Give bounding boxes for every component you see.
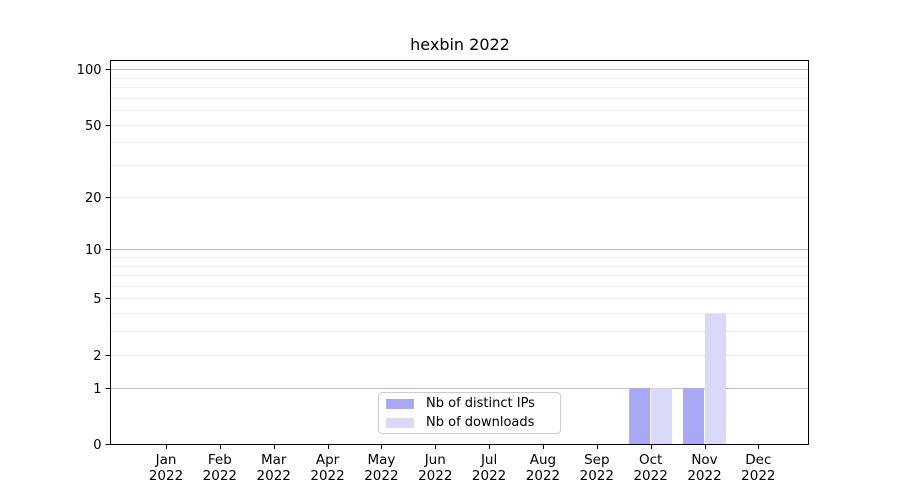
y-tick-label: 1: [93, 382, 101, 397]
x-tick-label-month: Dec: [745, 452, 771, 468]
y-tick-label: 50: [85, 119, 102, 134]
x-tick-label-year: 2022: [526, 468, 560, 484]
x-tick-label-month: May: [367, 452, 395, 468]
bar-downloads: [651, 388, 673, 445]
x-tick-label-year: 2022: [580, 468, 614, 484]
x-tick-label-month: Nov: [691, 452, 717, 468]
bar-distinct-ips: [683, 388, 704, 445]
bar-downloads: [705, 313, 726, 445]
legend-swatch-distinct-ips: [386, 398, 414, 409]
legend-swatch-downloads: [386, 417, 414, 428]
plot-border: [109, 59, 810, 446]
legend: Nb of distinct IPs Nb of downloads: [378, 392, 561, 434]
legend-item-downloads: Nb of downloads: [386, 416, 560, 429]
y-tick-label: 5: [93, 292, 101, 307]
x-tick-label-year: 2022: [472, 468, 506, 484]
x-tick-label-year: 2022: [687, 468, 721, 484]
x-tick-label-year: 2022: [203, 468, 237, 484]
x-tick-label-year: 2022: [310, 468, 344, 484]
legend-label-distinct-ips: Nb of distinct IPs: [426, 396, 535, 411]
x-tick-label-year: 2022: [418, 468, 452, 484]
x-tick-label-month: Aug: [530, 452, 556, 468]
legend-item-distinct-ips: Nb of distinct IPs: [386, 397, 560, 410]
x-tick-label-month: Sep: [584, 452, 609, 468]
y-tick-label: 2: [93, 349, 101, 364]
chart-title: hexbin 2022: [410, 35, 510, 54]
bar-distinct-ips: [629, 388, 651, 445]
legend-label-downloads: Nb of downloads: [426, 415, 535, 430]
x-tick-label-year: 2022: [364, 468, 398, 484]
x-tick-label-month: Feb: [208, 452, 232, 468]
x-tick-label-month: Apr: [316, 452, 340, 468]
y-tick-label: 10: [85, 243, 102, 258]
x-tick-label-year: 2022: [633, 468, 667, 484]
y-tick-label: 100: [77, 63, 102, 78]
x-tick-label-year: 2022: [149, 468, 183, 484]
x-tick-label-month: Jan: [155, 452, 177, 468]
x-tick-label-month: Jun: [424, 452, 446, 468]
x-tick-label-month: Mar: [261, 452, 287, 468]
x-tick-label-month: Oct: [639, 452, 662, 468]
y-tick-label: 20: [85, 191, 102, 206]
x-tick-label-year: 2022: [257, 468, 291, 484]
x-tick-label-month: Jul: [480, 452, 497, 468]
y-tick-label: 0: [93, 438, 101, 453]
x-tick-label-year: 2022: [741, 468, 775, 484]
